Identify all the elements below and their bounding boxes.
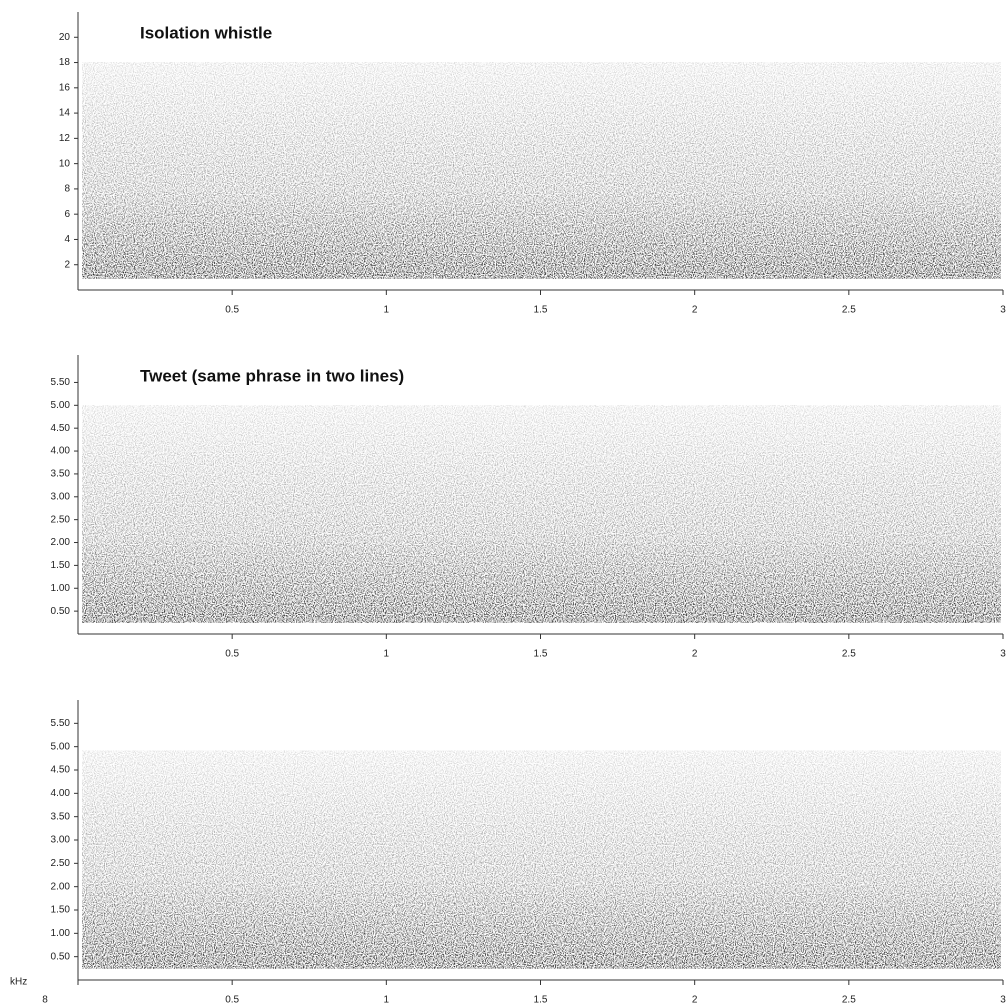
y-tick-label: 1.00 [51, 583, 71, 594]
y-tick-label: 5.00 [51, 400, 71, 411]
x-tick-label: 1.5 [534, 995, 548, 1004]
y-tick-label: 2.50 [51, 514, 71, 525]
x-tick-label: 0.5 [225, 995, 239, 1004]
y-tick-label: 14 [59, 108, 71, 119]
x-tick-label: 1.5 [534, 305, 548, 316]
x-tick-label: 3 [1000, 305, 1006, 316]
x-tick-label: 3 [1000, 995, 1006, 1004]
x-tick-label: 3 [1000, 649, 1006, 660]
y-tick-label: 12 [59, 133, 71, 144]
y-tick-label: 20 [59, 32, 71, 43]
y-tick-label: 10 [59, 158, 71, 169]
y-tick-label: 2.50 [51, 858, 71, 869]
x-tick-label: 8 [42, 995, 48, 1004]
y-tick-label: 5.00 [51, 741, 71, 752]
x-tick-label: 1 [384, 305, 390, 316]
y-tick-label: 0.50 [51, 951, 71, 962]
x-tick-label: 1 [384, 995, 390, 1004]
y-tick-label: 5.50 [51, 718, 71, 729]
spectrogram-texture [82, 62, 1001, 279]
y-axis-label: kHz [10, 977, 27, 988]
x-tick-label: 1.5 [534, 649, 548, 660]
y-tick-label: 4 [64, 234, 70, 245]
y-tick-label: 18 [59, 57, 71, 68]
x-tick-label: 0.5 [225, 305, 239, 316]
y-tick-label: 2 [64, 259, 70, 270]
x-tick-label: 2.5 [842, 649, 856, 660]
x-tick-label: 2 [692, 649, 698, 660]
y-tick-label: 2.00 [51, 537, 71, 548]
y-tick-label: 1.50 [51, 905, 71, 916]
y-tick-label: 0.50 [51, 606, 71, 617]
spectrogram-texture [82, 405, 1001, 623]
y-tick-label: 4.50 [51, 423, 71, 434]
y-tick-label: 1.00 [51, 928, 71, 939]
y-tick-label: 6 [64, 209, 70, 220]
x-tick-label: 1 [384, 649, 390, 660]
x-tick-label: 0.5 [225, 649, 239, 660]
y-tick-label: 16 [59, 82, 71, 93]
y-tick-label: 3.50 [51, 469, 71, 480]
y-tick-label: 8 [64, 184, 70, 195]
y-tick-label: 4.50 [51, 765, 71, 776]
x-tick-label: 2.5 [842, 305, 856, 316]
y-tick-label: 5.50 [51, 377, 71, 388]
x-tick-label: 2.5 [842, 995, 856, 1004]
y-tick-label: 3.00 [51, 491, 71, 502]
panel-title: Isolation whistle [140, 23, 272, 42]
y-tick-label: 4.00 [51, 788, 71, 799]
x-tick-label: 2 [692, 995, 698, 1004]
y-tick-label: 2.00 [51, 881, 71, 892]
panel-title: Tweet (same phrase in two lines) [140, 366, 404, 385]
y-tick-label: 1.50 [51, 560, 71, 571]
x-tick-label: 2 [692, 305, 698, 316]
y-tick-label: 4.00 [51, 446, 71, 457]
y-tick-label: 3.50 [51, 811, 71, 822]
spectrogram-texture [82, 750, 1001, 969]
y-tick-label: 3.00 [51, 835, 71, 846]
